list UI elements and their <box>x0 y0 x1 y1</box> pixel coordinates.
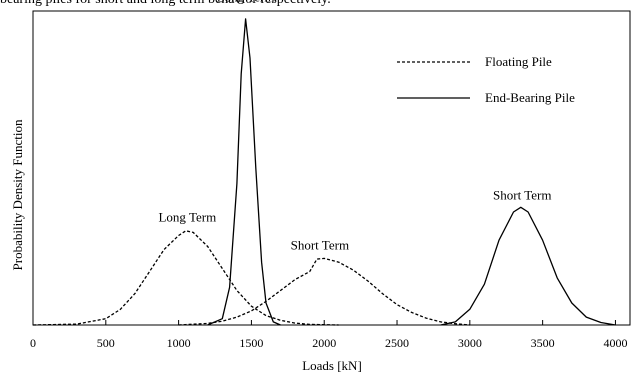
annotation-long-term: Long Term <box>158 209 216 224</box>
x-tick-label: 1000 <box>167 336 191 350</box>
legend-label-endbearing: End-Bearing Pile <box>485 90 575 105</box>
x-tick-label: 2500 <box>385 336 409 350</box>
x-axis-label: Loads [kN] <box>302 358 362 373</box>
series-endbearing-short-term <box>440 206 616 326</box>
x-tick-label: 0 <box>30 336 36 350</box>
x-tick-label: 500 <box>97 336 115 350</box>
y-axis-label: Probability Density Function <box>10 119 25 270</box>
annotation-long-term: Long Term <box>217 0 275 5</box>
series-endbearing-long-term <box>207 18 281 326</box>
plot-frame <box>32 10 631 326</box>
x-tick-label: 2000 <box>312 336 336 350</box>
series-floating-long-term <box>32 230 339 326</box>
caption-fragment: bearing piles for short and long term be… <box>0 0 641 10</box>
annotation-short-term: Short Term <box>493 187 551 202</box>
series-floating-short-term <box>178 257 470 326</box>
x-tick-label: 3000 <box>458 336 482 350</box>
legend: Floating Pile End-Bearing Pile <box>397 54 575 105</box>
annotation-short-term: Short Term <box>291 238 349 253</box>
x-tick-label: 1500 <box>239 336 263 350</box>
legend-label-floating: Floating Pile <box>485 54 552 69</box>
x-tick-label: 3500 <box>531 336 555 350</box>
x-tick-label: 4000 <box>603 336 627 350</box>
